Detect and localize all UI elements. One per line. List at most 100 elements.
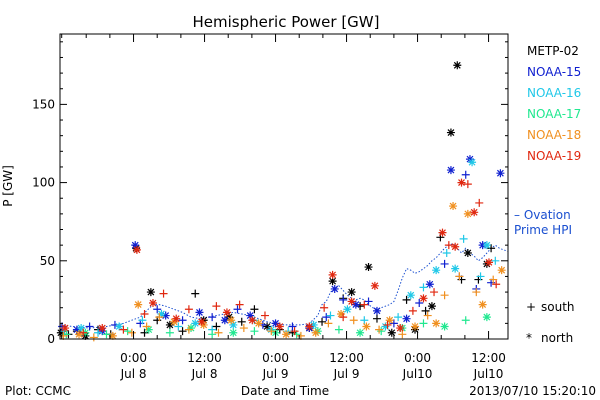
north-point — [465, 155, 474, 164]
north-point — [157, 309, 166, 318]
south-point — [349, 316, 358, 325]
south-point — [79, 328, 88, 337]
south-point — [326, 311, 335, 320]
x-tick-label-time: 0:00 — [262, 351, 289, 365]
north-point — [328, 277, 337, 286]
north-point — [282, 330, 291, 339]
x-axis-label: Date and Time — [241, 384, 329, 398]
south-point — [320, 303, 329, 312]
south-point — [444, 241, 453, 250]
north-point — [396, 324, 405, 333]
legend-entry: METP-02 — [527, 44, 579, 58]
south-point — [487, 244, 496, 253]
north-point — [191, 319, 200, 328]
north-point — [131, 241, 140, 250]
data-points-layer — [56, 61, 506, 342]
north-point — [425, 280, 434, 289]
south-point — [140, 328, 149, 337]
north-point — [402, 314, 411, 323]
south-point — [239, 324, 248, 333]
south-point — [491, 256, 500, 265]
x-tick-label-date: Jul10 — [473, 367, 504, 381]
north-point — [446, 166, 455, 175]
north-point — [161, 311, 170, 320]
north-point — [275, 322, 284, 331]
north-point — [453, 61, 462, 70]
north-point — [225, 313, 234, 322]
north-point — [381, 322, 390, 331]
north-point — [478, 241, 487, 250]
timestamp: 2013/07/10 15:20:10 — [469, 384, 596, 398]
plot-credit: Plot: CCMC — [5, 384, 71, 398]
south-point — [383, 320, 392, 329]
south-point — [461, 170, 470, 179]
south-point — [233, 305, 242, 314]
north-point — [449, 202, 458, 211]
north-point — [372, 306, 381, 315]
north-point — [146, 288, 155, 297]
south-point — [475, 198, 484, 207]
y-axis-label: P [GW] — [1, 165, 15, 207]
south-point — [322, 313, 331, 322]
north-point — [165, 320, 174, 329]
south-point — [408, 306, 417, 315]
x-tick-label-date: Jul 8 — [191, 367, 218, 381]
x-tick-label-time: 12:00 — [329, 351, 364, 365]
south-point — [212, 302, 221, 311]
north-point — [446, 128, 455, 137]
north-point — [362, 322, 371, 331]
north-point — [246, 311, 255, 320]
north-point — [470, 208, 479, 217]
south-point — [360, 300, 369, 309]
chart-title: Hemispheric Power [GW] — [193, 13, 380, 31]
north-point — [305, 322, 314, 331]
legend-south-label: south — [541, 300, 575, 314]
x-tick-label-time: 0:00 — [404, 351, 431, 365]
south-point — [94, 328, 103, 337]
south-point — [324, 319, 333, 328]
south-point — [127, 328, 136, 337]
y-tick-label: 100 — [32, 176, 55, 190]
south-point — [174, 322, 183, 331]
north-point — [170, 317, 179, 326]
south-point — [440, 259, 449, 268]
north-point — [197, 317, 206, 326]
north-point — [411, 322, 420, 331]
south-point — [153, 305, 162, 314]
south-point — [440, 291, 449, 300]
south-point — [184, 305, 193, 314]
south-point — [119, 325, 128, 334]
south-point — [430, 288, 439, 297]
north-point — [347, 288, 356, 297]
legend-north-symbol: * — [526, 331, 532, 345]
north-point — [61, 324, 70, 333]
south-point — [419, 283, 428, 292]
north-point — [108, 331, 117, 340]
south-point — [339, 313, 348, 322]
north-point — [148, 299, 157, 308]
north-point — [440, 322, 449, 331]
north-point — [482, 241, 491, 250]
south-point — [472, 288, 481, 297]
north-point — [172, 314, 181, 323]
north-point — [134, 300, 143, 309]
south-point — [260, 311, 269, 320]
north-point — [496, 169, 505, 178]
south-point — [459, 234, 468, 243]
north-point — [406, 291, 415, 300]
north-point — [451, 242, 460, 251]
north-point — [337, 309, 346, 318]
plot-frame — [59, 33, 509, 340]
north-point — [220, 316, 229, 325]
south-point — [442, 248, 451, 257]
north-point — [271, 319, 280, 328]
north-point — [72, 325, 81, 334]
south-point — [492, 280, 501, 289]
x-tick-label-date: Jul 9 — [262, 367, 289, 381]
south-point — [463, 180, 472, 189]
north-point — [484, 258, 493, 267]
legend-entry: NOAA-19 — [527, 149, 581, 163]
north-point — [328, 270, 337, 279]
north-point — [227, 316, 236, 325]
